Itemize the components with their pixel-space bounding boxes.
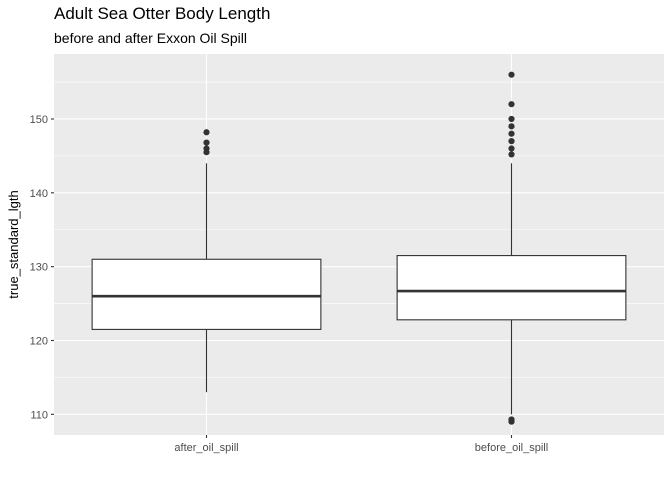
- y-tick-label: 120: [30, 335, 48, 347]
- outlier-point: [508, 416, 515, 423]
- y-axis-title: true_standard_lgth: [6, 190, 21, 298]
- x-axis: after_oil_spill before_oil_spill: [174, 435, 548, 454]
- x-tick-label: after_oil_spill: [174, 442, 238, 454]
- chart-title: Adult Sea Otter Body Length: [54, 4, 271, 23]
- outlier-point: [508, 151, 515, 158]
- outlier-point: [508, 115, 515, 123]
- x-tick-label: before_oil_spill: [475, 442, 548, 454]
- box-iqr: [91, 258, 322, 330]
- y-tick-label: 140: [30, 188, 48, 200]
- outlier-point: [508, 145, 515, 152]
- chart-subtitle: before and after Exxon Oil Spill: [54, 30, 247, 46]
- outlier-point: [203, 139, 210, 146]
- box-group: [91, 71, 627, 425]
- box-before_oil_spill: [396, 71, 627, 425]
- box-after_oil_spill: [91, 129, 322, 393]
- outlier-point: [508, 101, 515, 108]
- y-axis: 110 120 130 140 150: [30, 114, 54, 421]
- y-tick-label: 110: [30, 409, 48, 421]
- outlier-point: [508, 123, 515, 130]
- y-tick-label: 150: [30, 114, 48, 126]
- box-iqr: [396, 255, 627, 321]
- plot-panel: [54, 54, 664, 435]
- outlier-point: [508, 130, 515, 137]
- outlier-point: [203, 129, 210, 136]
- outlier-point: [508, 71, 515, 78]
- outlier-point: [508, 138, 515, 145]
- y-tick-label: 130: [30, 262, 48, 274]
- outlier-point: [203, 145, 210, 152]
